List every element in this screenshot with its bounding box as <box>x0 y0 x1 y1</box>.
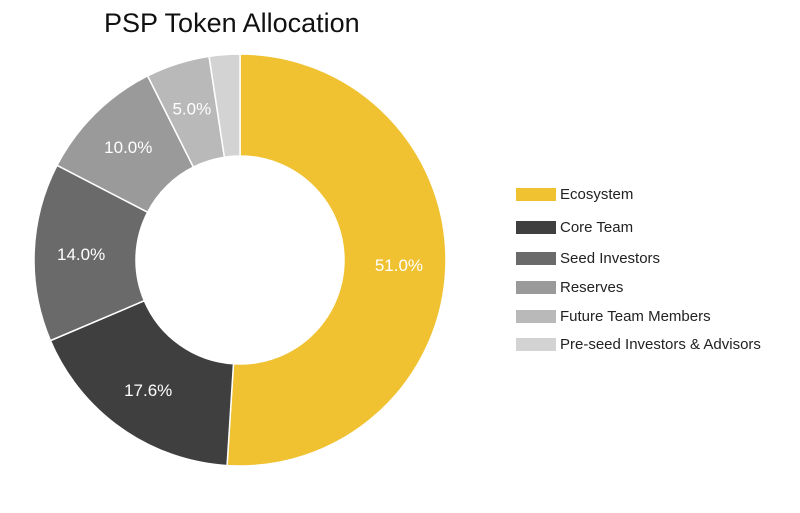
chart-legend: Ecosystem Core Team Seed Investors Reserves… <box>516 178 761 358</box>
legend-item: Pre-seed Investors & Advisors <box>516 330 761 358</box>
legend-swatch <box>516 337 556 351</box>
legend-label: Core Team <box>560 219 634 236</box>
legend-swatch <box>516 281 556 294</box>
legend-label: Reserves <box>560 279 624 296</box>
data-label-3: 10.0% <box>104 138 152 157</box>
legend-label: Seed Investors <box>560 250 661 267</box>
legend-swatch <box>516 188 556 201</box>
legend-item: Ecosystem <box>516 178 761 211</box>
legend-swatch <box>516 252 556 265</box>
data-label-1: 17.6% <box>124 381 172 400</box>
slice-core-team <box>49 299 235 467</box>
slice-ecosystem <box>226 53 447 467</box>
legend-item: Seed Investors <box>516 244 761 273</box>
legend-label: Pre-seed Investors & Advisors <box>560 335 761 353</box>
data-label-2: 14.0% <box>57 245 105 264</box>
data-label-0: 51.0% <box>375 256 423 275</box>
chart-title: PSP Token Allocation <box>104 8 360 38</box>
legend-swatch <box>516 221 556 234</box>
legend-swatch <box>516 309 556 323</box>
slice-pre-seed-investors-advisors <box>208 53 241 159</box>
legend-label: Future Team Members <box>560 307 711 325</box>
legend-item: Reserves <box>516 273 761 302</box>
legend-item: Future Team Members <box>516 302 761 330</box>
legend-label: Ecosystem <box>560 186 634 203</box>
legend-item: Core Team <box>516 211 761 244</box>
data-label-4: 5.0% <box>172 99 211 118</box>
slice-seed-investors <box>33 164 149 342</box>
